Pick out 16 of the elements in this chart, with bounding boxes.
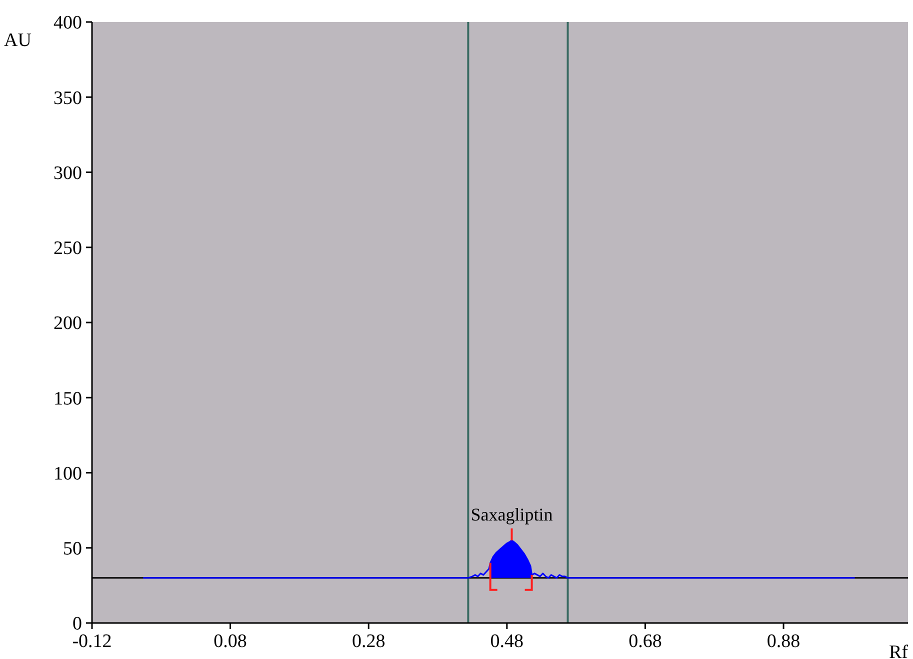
x-tick-label: 0.88	[766, 631, 800, 652]
x-tick-label: 0.28	[352, 631, 386, 652]
x-tick-label: 0.48	[490, 631, 524, 652]
y-tick-label: 300	[54, 162, 82, 184]
annotation: Saxagliptin	[470, 504, 553, 524]
y-tick-label: 400	[54, 12, 82, 34]
y-tick-label: 50	[63, 538, 82, 560]
y-axis-title: AU	[4, 30, 32, 51]
y-tick-label: 250	[54, 238, 82, 260]
x-tick-label: 0.68	[628, 631, 662, 652]
y-tick-label: 100	[54, 463, 82, 484]
x-tick-label: 0.08	[214, 631, 247, 652]
y-tick-label: 200	[54, 313, 82, 334]
x-axis-title: Rf	[889, 642, 909, 659]
y-tick-label: 150	[54, 388, 82, 410]
y-tick-label: 350	[54, 88, 82, 109]
